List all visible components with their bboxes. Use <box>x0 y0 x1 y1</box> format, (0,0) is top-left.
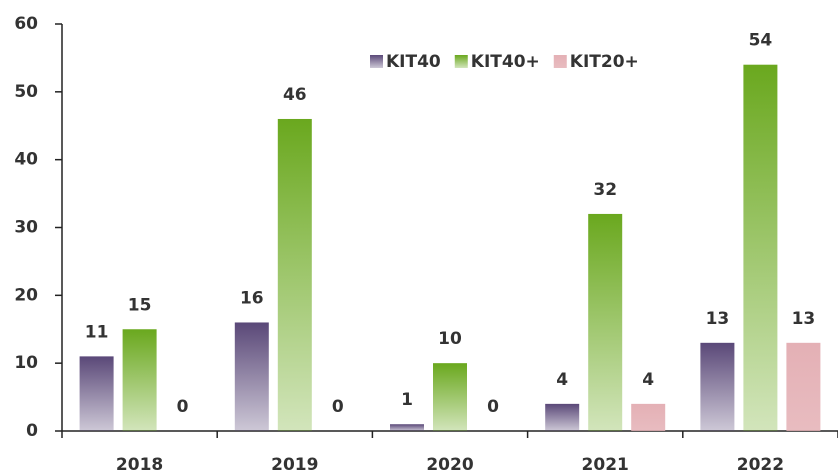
y-tick-label: 60 <box>14 14 38 34</box>
data-label: 1 <box>401 390 413 410</box>
bar <box>433 363 467 431</box>
y-tick-label: 20 <box>14 285 38 305</box>
data-label: 0 <box>332 397 344 417</box>
bar <box>234 322 269 431</box>
data-label: 4 <box>642 370 654 390</box>
legend-swatch <box>454 55 468 68</box>
bar <box>390 424 424 431</box>
bar <box>700 342 735 431</box>
data-label: 46 <box>283 85 307 105</box>
y-tick-label: 30 <box>14 218 38 238</box>
legend-label: KIT40 <box>386 52 441 72</box>
data-label: 0 <box>487 397 499 417</box>
x-tick-label: 2022 <box>737 455 784 475</box>
data-label: 54 <box>749 31 773 51</box>
data-label: 32 <box>593 180 617 200</box>
x-tick-label: 2020 <box>426 455 473 475</box>
bar <box>122 329 157 431</box>
bar <box>79 356 114 431</box>
legend-swatch <box>370 55 383 68</box>
legend-label: KIT20+ <box>570 52 639 72</box>
data-label: 13 <box>706 309 730 329</box>
data-label: 16 <box>240 288 264 308</box>
bar <box>631 403 666 431</box>
y-tick-label: 50 <box>14 82 38 102</box>
y-tick-label: 0 <box>26 421 38 441</box>
x-tick-label: 2018 <box>116 455 163 475</box>
data-label: 4 <box>556 370 568 390</box>
bar <box>277 118 312 431</box>
x-tick-label: 2021 <box>582 455 629 475</box>
data-label: 11 <box>85 322 109 342</box>
bar <box>588 213 623 431</box>
bar <box>545 403 580 431</box>
legend-swatch <box>553 55 567 68</box>
data-label: 0 <box>177 397 189 417</box>
data-label: 10 <box>438 329 462 349</box>
bar <box>743 64 778 431</box>
data-label: 15 <box>128 295 152 315</box>
y-tick-label: 40 <box>14 150 38 170</box>
y-tick-label: 10 <box>14 353 38 373</box>
legend-label: KIT40+ <box>471 52 540 72</box>
bar <box>786 342 821 431</box>
x-tick-label: 2019 <box>271 455 318 475</box>
data-label: 13 <box>792 309 816 329</box>
